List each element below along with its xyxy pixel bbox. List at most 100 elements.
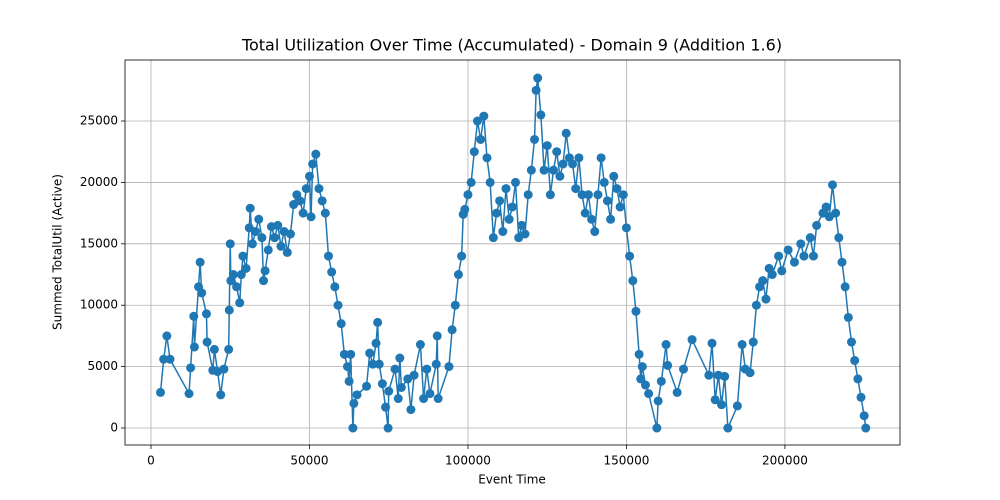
data-point (432, 331, 442, 341)
data-point (195, 257, 205, 267)
data-point (225, 239, 235, 249)
data-point (460, 204, 470, 214)
data-point (861, 423, 871, 433)
data-point (362, 381, 372, 391)
data-point (257, 233, 267, 243)
data-point (840, 282, 850, 292)
data-point (156, 387, 166, 397)
data-point (837, 257, 847, 267)
data-point (717, 400, 727, 410)
data-point (644, 389, 654, 399)
data-point (373, 317, 383, 327)
data-point (333, 300, 343, 310)
data-point (393, 394, 403, 404)
data-point (390, 364, 400, 374)
data-point (491, 208, 501, 218)
data-point (276, 241, 286, 251)
data-point (228, 270, 238, 280)
chart-title: Total Utilization Over Time (Accumulated… (241, 36, 782, 55)
data-point (628, 276, 638, 286)
data-point (314, 184, 324, 194)
data-point (260, 266, 270, 276)
data-point (853, 374, 863, 384)
data-point (737, 340, 747, 350)
data-point (236, 270, 246, 280)
data-point (254, 214, 264, 224)
data-point (751, 300, 761, 310)
data-point (235, 298, 245, 308)
x-tick-label: 150000 (604, 454, 650, 468)
data-point (552, 147, 562, 157)
data-point (653, 396, 663, 406)
data-point (796, 239, 806, 249)
data-point (687, 335, 697, 345)
data-point (661, 340, 671, 350)
data-point (311, 149, 321, 159)
data-point (476, 134, 486, 144)
y-tick-label: 25000 (80, 114, 118, 128)
data-point (216, 390, 226, 400)
data-point (523, 190, 533, 200)
data-point (539, 165, 549, 175)
data-point (184, 389, 194, 399)
data-point (526, 165, 536, 175)
data-point (463, 190, 473, 200)
data-point (433, 394, 443, 404)
data-point (285, 229, 295, 239)
data-point (247, 239, 257, 249)
data-point (517, 220, 527, 230)
data-point (777, 266, 787, 276)
data-point (162, 331, 172, 341)
data-point (202, 337, 212, 347)
data-point (748, 337, 758, 347)
data-point (590, 227, 600, 237)
data-point (558, 159, 568, 169)
data-point (396, 382, 406, 392)
data-point (406, 405, 416, 415)
data-point (602, 196, 612, 206)
data-point (295, 196, 305, 206)
y-tick-label: 5000 (87, 359, 118, 373)
data-point (634, 349, 644, 359)
data-point (348, 423, 358, 433)
data-point (568, 159, 578, 169)
data-point (488, 233, 498, 243)
data-point (301, 184, 311, 194)
x-tick-label: 200000 (762, 454, 808, 468)
data-point (352, 390, 362, 400)
data-point (606, 214, 616, 224)
data-point (652, 423, 662, 433)
data-point (789, 257, 799, 267)
data-point (847, 337, 857, 347)
data-point (306, 212, 316, 222)
data-point (663, 360, 673, 370)
data-point (596, 153, 606, 163)
data-point (758, 276, 768, 286)
data-point (165, 354, 175, 364)
data-point (723, 423, 733, 433)
data-point (330, 282, 340, 292)
data-point (498, 227, 508, 237)
data-point (298, 208, 308, 218)
data-point (371, 338, 381, 348)
data-point (805, 233, 815, 243)
data-point (707, 338, 717, 348)
data-point (767, 270, 777, 280)
data-point (511, 177, 521, 187)
data-point (336, 319, 346, 329)
data-point (732, 401, 742, 411)
data-point (431, 359, 441, 369)
data-point (422, 364, 432, 374)
y-tick-label: 20000 (80, 175, 118, 189)
data-point (599, 177, 609, 187)
data-point (308, 159, 318, 169)
data-point (466, 177, 476, 187)
data-point (327, 267, 337, 277)
data-point (419, 394, 429, 404)
data-point (472, 116, 482, 126)
data-point (224, 305, 234, 315)
data-point (533, 73, 543, 83)
data-point (679, 364, 689, 374)
x-tick-label: 50000 (290, 454, 328, 468)
